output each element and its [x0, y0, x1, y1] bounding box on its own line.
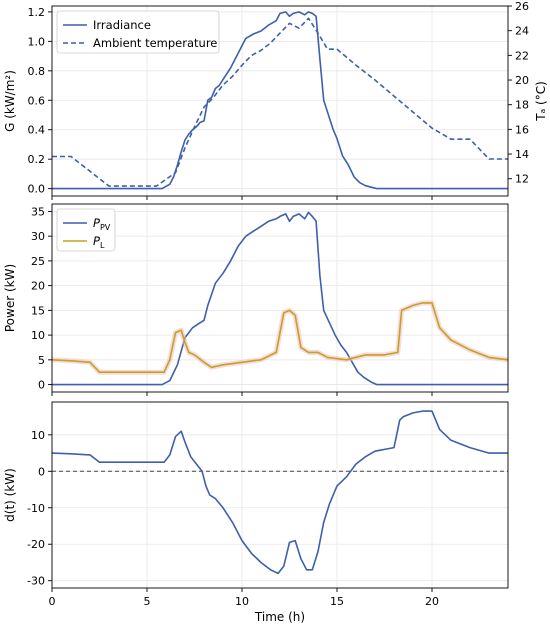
- y2-tick-label: 24: [515, 25, 529, 38]
- y-tick-label: 10: [31, 429, 45, 442]
- y2-tick-label: 22: [515, 49, 529, 62]
- legend-label: Ambient temperature: [93, 36, 217, 50]
- y-tick-label: 35: [31, 205, 45, 218]
- legend-label: Irradiance: [93, 18, 151, 32]
- y-tick-label: 10: [31, 329, 45, 342]
- x-tick-label: 20: [425, 595, 439, 608]
- y2-tick-label: 18: [515, 99, 529, 112]
- y-axis-label: d(t) (kW): [3, 468, 17, 522]
- y-tick-label: 0.2: [28, 153, 46, 166]
- y-tick-label: 30: [31, 230, 45, 243]
- irradiance-series-line: [52, 11, 508, 190]
- y2-tick-label: 16: [515, 123, 529, 136]
- x-tick-label: 5: [144, 595, 151, 608]
- y-tick-label: 0.8: [28, 65, 46, 78]
- load-uncertainty-band: [51, 300, 509, 375]
- y-tick-label: -20: [27, 538, 45, 551]
- p-l-series-line: [51, 302, 509, 373]
- plot-frame: [51, 203, 509, 393]
- plot-frame: [51, 5, 509, 197]
- y-tick-label: 1.2: [28, 6, 46, 19]
- legend-box: [56, 10, 220, 54]
- y-tick-label: 0: [38, 465, 45, 478]
- legend-label: PPV: [93, 216, 111, 232]
- y-tick-label: 15: [31, 304, 45, 317]
- y-tick-label: 0.4: [28, 124, 46, 137]
- p-pv-series-line: [52, 211, 508, 386]
- y-tick-label: 0: [38, 379, 45, 392]
- x-tick-label: 15: [330, 595, 344, 608]
- y2-tick-label: 26: [515, 0, 529, 13]
- y-axis-label: G (kW/m²): [3, 70, 17, 132]
- y-tick-label: 0.6: [28, 94, 46, 107]
- y2-tick-label: 12: [515, 173, 529, 186]
- y-tick-label: -10: [27, 502, 45, 515]
- y2-axis-label: Tₐ (°C): [534, 81, 548, 122]
- x-axis-label: Time (h): [254, 610, 305, 624]
- y2-tick-label: 20: [515, 74, 529, 87]
- y2-tick-label: 14: [515, 148, 529, 161]
- x-tick-label: 10: [235, 595, 249, 608]
- power-panel: 0 5 10 15 20 25 30 35 Power (kW) PPV PL: [3, 203, 509, 396]
- power-difference-panel: 0 5 10 15 20 -30 -20 -10 0 10 d(t) (kW) Time (h): [3, 401, 509, 624]
- difference-series-line: [51, 410, 508, 575]
- y-tick-label: 1.0: [28, 35, 46, 48]
- y-tick-label: -30: [27, 575, 45, 588]
- plot-frame: [51, 401, 509, 589]
- y-axis-label: Power (kW): [3, 264, 17, 332]
- x-tick-label: 0: [49, 595, 56, 608]
- irradiance-temperature-panel: 0.0 0.2 0.4 0.6 0.8 1.0 1.2 12 14 16 18 20 22 24 26 Tₐ …: [3, 0, 548, 200]
- y-tick-label: 20: [31, 280, 45, 293]
- y-tick-label: 0.0: [28, 183, 46, 196]
- y-tick-label: 5: [38, 354, 45, 367]
- y-tick-label: 25: [31, 255, 45, 268]
- legend-label: PL: [93, 234, 105, 250]
